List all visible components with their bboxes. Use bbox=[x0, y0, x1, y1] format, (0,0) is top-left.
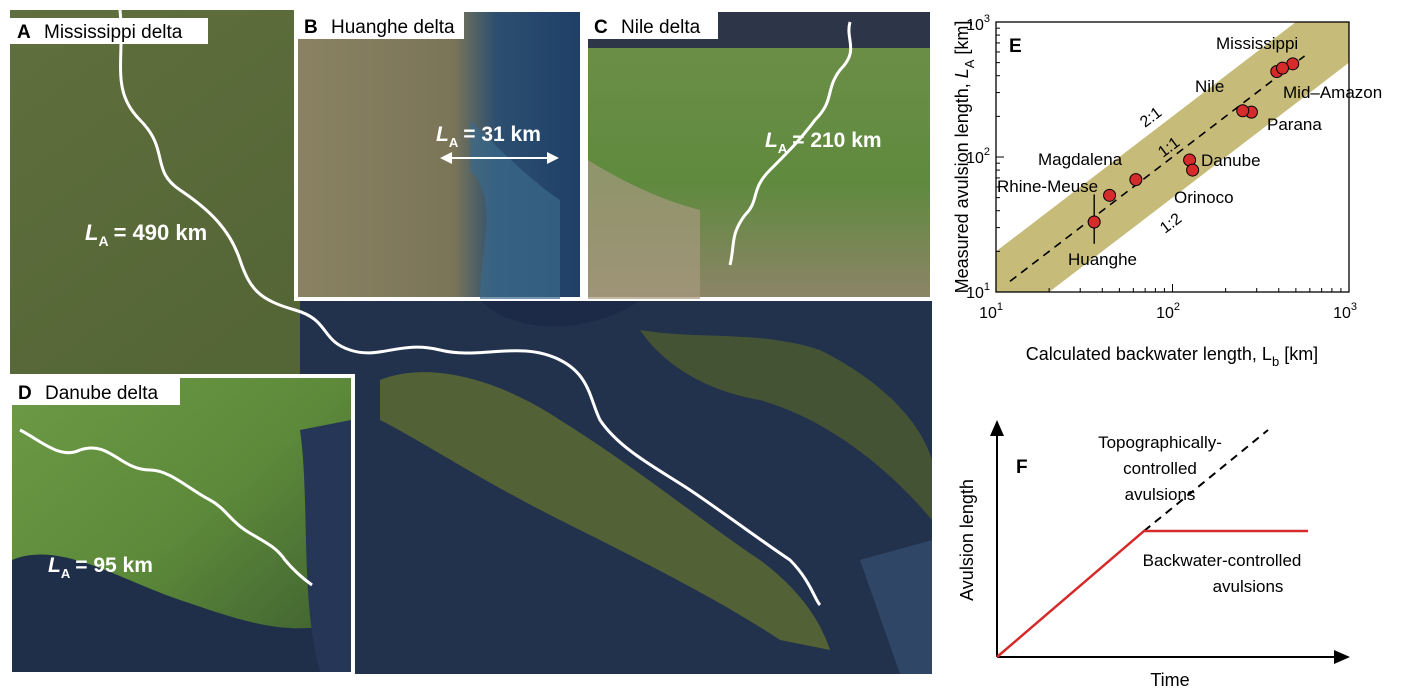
black-sea bbox=[300, 420, 351, 672]
one-to-one-line bbox=[1009, 55, 1306, 282]
western-desert bbox=[588, 160, 700, 299]
point-magdalena bbox=[1129, 173, 1143, 187]
panel-d-letter: D bbox=[18, 383, 32, 404]
topo-label-line2: controlled bbox=[1123, 459, 1197, 478]
label-nile: Nile bbox=[1195, 77, 1224, 96]
x-tick-label-3: 103 bbox=[1333, 301, 1357, 322]
delta-marsh bbox=[380, 372, 830, 650]
backwater-label-line2: avulsions bbox=[1213, 577, 1284, 596]
lake-pontchartrain bbox=[480, 300, 640, 327]
label-huanghe: Huanghe bbox=[1068, 250, 1137, 269]
data-points bbox=[1087, 57, 1300, 244]
panel-e-chart: E 101 102 103 101 102 103 Calculated bac… bbox=[952, 13, 1382, 369]
panel-a-la-label: LA = 490 km bbox=[85, 220, 207, 249]
panel-f-letter: F bbox=[1016, 457, 1028, 478]
mississippi-avulsion-path bbox=[118, 9, 822, 607]
huanghe-sediment-plume bbox=[470, 120, 560, 299]
panel-b-map: LA = 31 km B Huanghe delta bbox=[294, 8, 584, 301]
ratio-label-1-2: 1:2 bbox=[1157, 210, 1185, 237]
point-parana-2 bbox=[1236, 104, 1250, 118]
panel-d-la-label: LA = 95 km bbox=[48, 554, 153, 581]
topo-label-line1: Topographically- bbox=[1098, 433, 1222, 452]
point-mid-amazon bbox=[1276, 61, 1290, 75]
backwater-label-line1: Backwater-controlled bbox=[1143, 551, 1302, 570]
panel-a-title-box bbox=[10, 18, 208, 44]
nile-avulsion-path bbox=[728, 21, 853, 266]
label-orinoco: Orinoco bbox=[1174, 188, 1234, 207]
panel-c-title: Nile delta bbox=[621, 17, 701, 38]
f-y-arrowhead bbox=[990, 420, 1004, 436]
label-parana: Parana bbox=[1267, 115, 1322, 134]
x-tick-label-2: 102 bbox=[1156, 301, 1180, 322]
y-tick-label-3: 103 bbox=[966, 13, 990, 34]
panel-d-title-box bbox=[12, 378, 180, 405]
topographic-dashed-line bbox=[1143, 429, 1269, 532]
label-danube: Danube bbox=[1201, 151, 1261, 170]
panel-c-map: LA = 210 km C Nile delta bbox=[584, 8, 934, 301]
panel-c-letter: C bbox=[594, 17, 608, 38]
panel-b-title: Huanghe delta bbox=[331, 17, 455, 38]
panel-f-chart: F Topographically- controlled avulsions … bbox=[957, 420, 1350, 689]
backwater-red-line bbox=[996, 529, 1308, 658]
arrowhead-right bbox=[547, 152, 559, 164]
deep-water bbox=[860, 540, 932, 674]
panel-b-letter: B bbox=[304, 17, 318, 38]
f-x-axis-label: Time bbox=[1150, 670, 1189, 689]
panel-a-title: Mississippi delta bbox=[44, 22, 183, 43]
y-tick-label-1: 101 bbox=[966, 281, 990, 302]
marsh-east bbox=[640, 330, 932, 520]
label-magdalena: Magdalena bbox=[1038, 150, 1123, 169]
panel-a-letter: A bbox=[17, 22, 31, 43]
label-mid-amazon: Mid–Amazon bbox=[1283, 83, 1382, 102]
point-orinoco bbox=[1186, 163, 1200, 177]
axis-ticks bbox=[995, 21, 1350, 293]
x-axis-label: Calculated backwater length, Lb [km] bbox=[1026, 344, 1318, 369]
panel-d-map: LA = 95 km D Danube delta bbox=[8, 374, 355, 676]
f-x-arrowhead bbox=[1334, 650, 1350, 664]
topo-label-line3: avulsions bbox=[1125, 485, 1196, 504]
label-rhine-meuse: Rhine-Meuse bbox=[997, 177, 1098, 196]
danube-avulsion-path bbox=[19, 428, 313, 587]
f-y-axis-label: Avulsion length bbox=[957, 479, 977, 601]
arrowhead-left bbox=[440, 152, 452, 164]
y-axis-label: Measured avulsion length, LA [km] bbox=[952, 21, 977, 294]
x-tick-label-1: 101 bbox=[979, 301, 1003, 322]
panel-c-title-box bbox=[588, 12, 718, 39]
y-tick-label-2: 102 bbox=[966, 146, 990, 167]
point-rhine-meuse bbox=[1103, 188, 1117, 202]
panel-c-la-label: LA = 210 km bbox=[765, 129, 882, 156]
danube-lagoon bbox=[12, 554, 351, 672]
label-mississippi: Mississippi bbox=[1216, 34, 1298, 53]
panel-b-title-box bbox=[298, 12, 464, 39]
panel-e-letter: E bbox=[1009, 36, 1022, 57]
point-huanghe bbox=[1087, 215, 1101, 229]
panel-d-title: Danube delta bbox=[45, 383, 158, 404]
panel-b-la-label: LA = 31 km bbox=[436, 123, 541, 150]
